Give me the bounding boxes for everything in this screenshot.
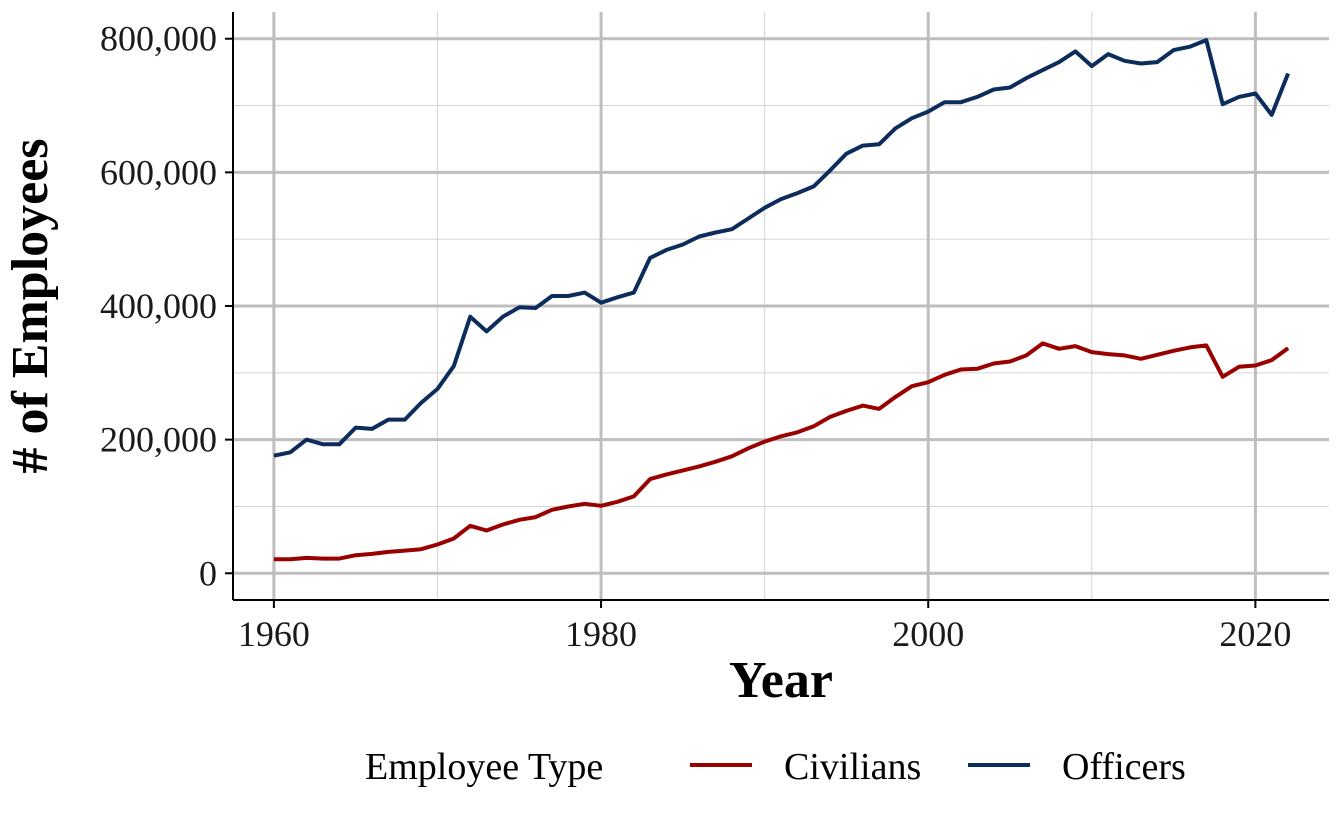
x-tick-label: 2000 [892,614,964,654]
y-axis-title: # of Employees [2,138,59,473]
y-tick-label: 400,000 [100,286,217,326]
y-tick-label: 200,000 [100,420,217,460]
series-line-civilians [273,341,1290,562]
y-tick-label: 600,000 [100,152,217,192]
y-axis-ticks: 0 200,000 400,000 600,000 800,000 [100,19,233,593]
series-line-officers [273,38,1290,458]
legend-label-civilians: Civilians [784,746,921,788]
y-tick-label: 0 [199,553,217,593]
legend-title: Employee Type [365,746,603,788]
y-tick-label: 800,000 [100,19,217,59]
x-tick-label: 2020 [1219,614,1291,654]
x-axis-ticks: 1960 1980 2000 2020 [238,600,1291,654]
x-tick-label: 1960 [238,614,310,654]
x-axis-title: Year [729,652,833,709]
legend: Employee Type Civilians Officers [365,746,1186,788]
legend-label-officers: Officers [1062,746,1186,788]
x-tick-label: 1980 [565,614,637,654]
series-lines [273,38,1290,562]
major-gridlines [233,12,1329,600]
